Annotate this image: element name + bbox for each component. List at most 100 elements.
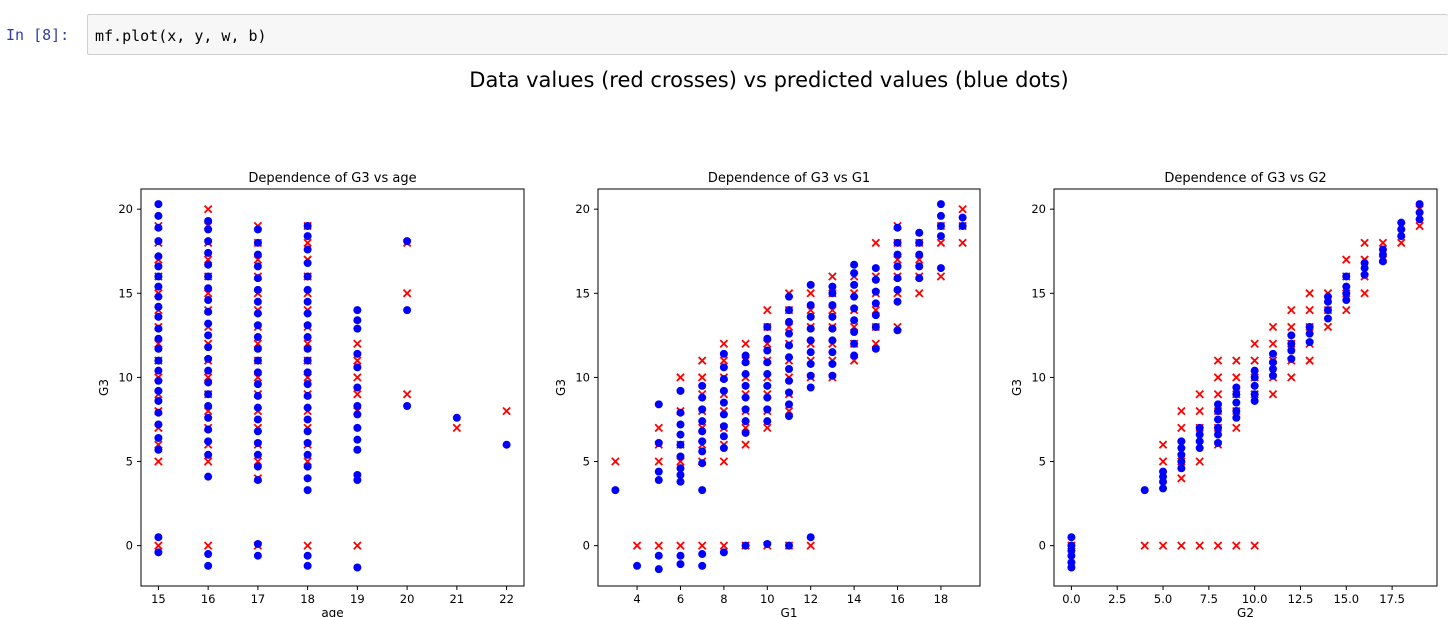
predicted-point-dot <box>204 450 213 459</box>
predicted-point-dot <box>1305 329 1314 338</box>
y-axis-label: G3 <box>1010 379 1024 396</box>
predicted-point-dot <box>871 322 880 331</box>
predicted-point-dot <box>253 333 262 342</box>
predicted-point-dot <box>204 307 213 316</box>
x-tick-label: 17 <box>251 592 266 606</box>
predicted-point-dot <box>154 200 163 209</box>
predicted-point-dot <box>353 363 362 372</box>
predicted-point-dot <box>303 285 312 294</box>
predicted-point-dot <box>763 405 772 414</box>
predicted-point-dot <box>741 370 750 379</box>
y-tick-label: 5 <box>1039 455 1046 469</box>
predicted-point-dot <box>1232 407 1241 416</box>
predicted-point-dot <box>893 297 902 306</box>
predicted-point-dot <box>654 439 663 448</box>
predicted-point-dot <box>204 216 213 225</box>
predicted-point-dot <box>353 410 362 419</box>
data-point-cross <box>719 356 729 365</box>
x-tick-label: 16 <box>890 592 905 606</box>
predicted-point-dot <box>154 433 163 442</box>
predicted-point-dot <box>915 238 924 247</box>
data-points <box>611 200 967 574</box>
code-text[interactable]: mf.plot(x, y, w, b) <box>95 27 267 45</box>
predicted-point-dot <box>1305 322 1314 331</box>
predicted-point-dot <box>871 287 880 296</box>
predicted-point-dot <box>785 341 793 350</box>
predicted-point-dot <box>871 311 880 320</box>
notebook-cell[interactable]: In [8]: mf.plot(x, y, w, b) <box>0 14 1448 56</box>
predicted-point-dot <box>253 309 262 318</box>
predicted-point-dot <box>785 541 793 550</box>
axes-frame <box>1053 188 1438 587</box>
predicted-point-dot <box>763 370 772 379</box>
predicted-point-dot <box>654 400 663 409</box>
data-point-cross <box>154 541 163 550</box>
predicted-point-dot <box>1360 270 1369 279</box>
data-point-cross <box>1305 356 1314 365</box>
predicted-point-dot <box>253 539 262 548</box>
predicted-point-dot <box>915 262 924 271</box>
data-point-cross <box>1140 541 1149 550</box>
predicted-point-dot <box>154 344 163 353</box>
figure-suptitle: Data values (red crosses) vs predicted v… <box>469 68 1069 92</box>
predicted-point-dot <box>253 439 262 448</box>
y-tick-label: 0 <box>1039 539 1046 553</box>
predicted-point-dot <box>303 222 312 231</box>
predicted-point-dot <box>915 250 924 259</box>
predicted-point-dot <box>698 486 707 495</box>
predicted-point-dot <box>763 346 772 355</box>
predicted-point-dot <box>253 262 262 271</box>
predicted-point-dot <box>204 402 213 411</box>
x-tick-label: 6 <box>677 592 684 606</box>
predicted-point-dot <box>1195 430 1204 439</box>
predicted-point-dot <box>253 225 262 234</box>
data-point-cross <box>353 389 362 399</box>
y-tick-label: 15 <box>1031 286 1046 300</box>
predicted-point-dot <box>850 269 859 278</box>
predicted-point-dot <box>353 349 362 358</box>
predicted-point-dot <box>871 264 880 273</box>
predicted-point-dot <box>1287 354 1296 363</box>
predicted-point-dot <box>1177 464 1186 473</box>
predicted-point-dot <box>806 336 815 345</box>
predicted-point-dot <box>806 383 815 392</box>
predicted-point-dot <box>154 376 163 385</box>
predicted-point-dot <box>1397 225 1406 234</box>
predicted-point-dot <box>403 402 412 411</box>
x-tick-label: 18 <box>300 592 315 606</box>
data-point-cross <box>154 457 163 466</box>
y-tick-label: 20 <box>1031 202 1046 216</box>
predicted-point-dot <box>253 368 262 377</box>
predicted-point-dot <box>253 238 262 247</box>
predicted-point-dot <box>676 386 685 395</box>
data-point-cross <box>1158 440 1168 449</box>
predicted-point-dot <box>828 371 837 380</box>
data-point-cross <box>936 238 946 248</box>
predicted-point-dot <box>893 326 902 335</box>
predicted-point-dot <box>654 476 663 485</box>
predicted-point-dot <box>1214 400 1223 409</box>
data-point-cross <box>1268 339 1278 348</box>
data-point-cross <box>697 373 707 382</box>
predicted-point-dot <box>676 551 685 560</box>
predicted-point-dot <box>1232 398 1241 407</box>
predicted-point-dot <box>719 432 728 441</box>
predicted-point-dot <box>806 301 815 310</box>
code-input[interactable]: mf.plot(x, y, w, b) <box>87 14 1448 55</box>
predicted-point-dot <box>1378 245 1387 254</box>
predicted-point-dot <box>719 548 728 557</box>
predicted-point-dot <box>850 260 859 269</box>
data-point-cross <box>1177 474 1186 483</box>
predicted-point-dot <box>828 282 837 291</box>
predicted-point-dot <box>1268 371 1277 380</box>
data-point-cross <box>402 389 412 399</box>
predicted-point-dot <box>676 560 685 569</box>
predicted-point-dot <box>719 386 728 395</box>
x-axis-label: G1 <box>781 606 798 617</box>
subplot-title: Dependence of G3 vs age <box>248 171 416 186</box>
predicted-point-dot <box>785 412 793 421</box>
predicted-point-dot <box>1195 444 1204 453</box>
predicted-point-dot <box>1177 457 1186 466</box>
data-point-cross <box>502 406 511 416</box>
predicted-point-dot <box>806 371 815 380</box>
